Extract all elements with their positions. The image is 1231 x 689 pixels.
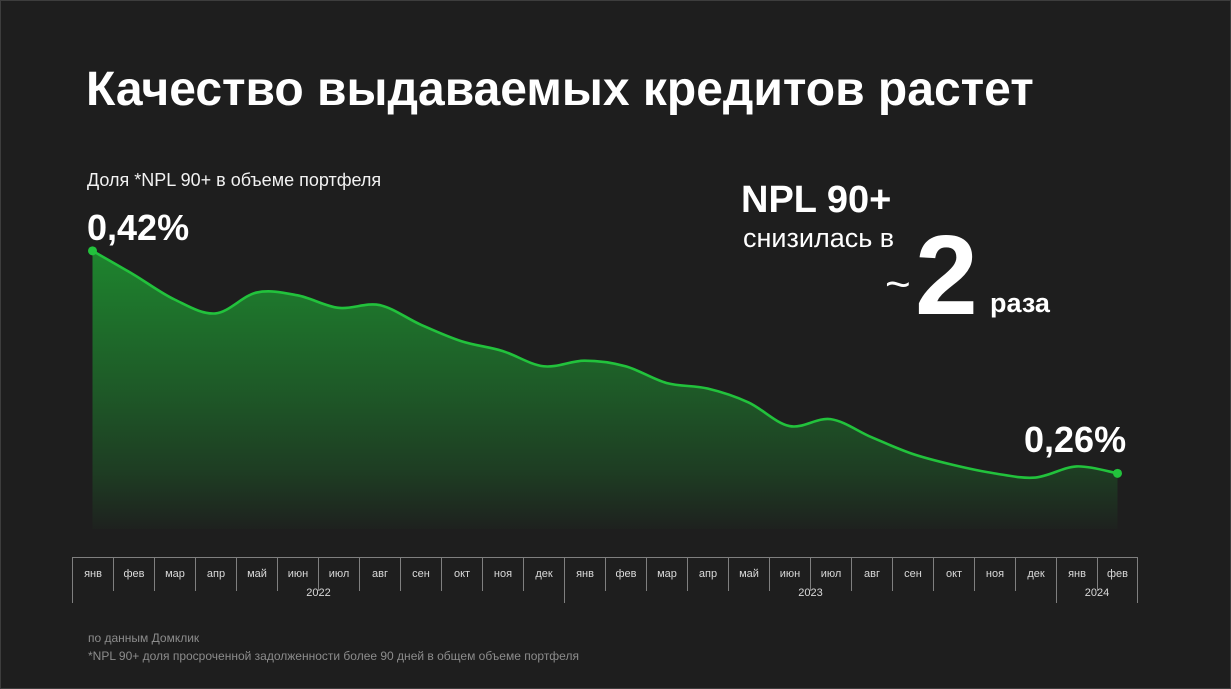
month-label-23: ноя: [974, 558, 1015, 591]
data-point-7: [336, 305, 341, 310]
data-label-start: 0,42%: [87, 207, 190, 248]
data-point-6: [295, 293, 300, 298]
month-label-10: окт: [441, 558, 482, 591]
month-label-22: окт: [933, 558, 974, 591]
data-point-24: [1033, 475, 1038, 480]
data-point-3: [172, 297, 177, 302]
slide-title: Качество выдаваемых кредитов растет: [86, 63, 1034, 116]
data-point-10: [459, 339, 464, 344]
series-line: [91, 249, 1118, 480]
year-label-3: 2024: [1084, 587, 1110, 599]
data-point-16: [705, 386, 710, 391]
year-labels-row: 2022 2023 2024: [72, 558, 1138, 603]
year-group-2: 2023: [564, 558, 1056, 603]
series-area-fill: [92, 250, 1118, 529]
month-label-6: июн: [277, 558, 318, 591]
data-point-12: [541, 364, 546, 369]
year-group-3: 2024: [1056, 558, 1138, 603]
month-label-15: мар: [646, 558, 687, 591]
data-point-22: [951, 463, 956, 468]
data-point-18: [787, 424, 792, 429]
callout-text: снизилась в: [743, 223, 895, 253]
month-label-21: сен: [892, 558, 933, 591]
data-point-19: [828, 417, 833, 422]
month-label-18: июн: [769, 558, 810, 591]
data-point-13: [582, 358, 587, 363]
reduction-factor: 2: [915, 212, 978, 338]
month-label-24: дек: [1015, 558, 1056, 591]
month-label-8: авг: [359, 558, 400, 591]
month-label-7: июл: [318, 558, 359, 591]
data-point-2: [131, 272, 136, 277]
month-label-16: апр: [687, 558, 728, 591]
data-point-26: [1113, 468, 1122, 478]
callout-metric: NPL 90+: [741, 179, 892, 221]
source-note: по данным Домклик: [88, 631, 200, 645]
month-labels-row: янв фев мар апр май июн июл авг сен окт ноя дек янв ф…: [72, 558, 1138, 591]
month-label-12: дек: [523, 558, 564, 591]
data-label-end: 0,26%: [1024, 419, 1127, 460]
year-group-1: 2022: [72, 558, 564, 603]
data-point-11: [500, 348, 505, 353]
approx-sign: ~: [885, 260, 911, 309]
data-point-14: [623, 364, 628, 369]
data-point-20: [869, 435, 874, 440]
chart-subtitle: Доля *NPL 90+ в объеме портфеля: [87, 170, 382, 190]
year-label-2: 2023: [798, 587, 823, 599]
data-point-17: [746, 400, 751, 405]
data-point-1: [88, 246, 97, 256]
factor-unit: раза: [990, 288, 1050, 318]
data-point-9: [418, 322, 423, 327]
data-point-25: [1074, 464, 1079, 469]
month-label-11: ноя: [482, 558, 523, 591]
month-label-4: апр: [195, 558, 236, 591]
npl-definition-note: *NPL 90+ доля просроченной задолженности…: [88, 649, 579, 663]
month-label-19: июл: [810, 558, 851, 591]
npl-area-chart: [88, 246, 1122, 529]
data-point-4: [213, 311, 218, 316]
data-point-15: [664, 380, 669, 385]
month-label-5: май: [236, 558, 277, 591]
data-point-21: [910, 451, 915, 456]
year-label-1: 2022: [306, 587, 331, 599]
data-point-8: [377, 303, 382, 308]
month-label-17: май: [728, 558, 769, 591]
month-label-20: авг: [851, 558, 892, 591]
data-point-23: [992, 471, 997, 476]
x-axis: янв фев мар апр май июн июл авг сен окт ноя дек янв ф…: [72, 557, 1138, 604]
month-label-14: фев: [605, 558, 646, 591]
data-point-5: [254, 290, 259, 295]
month-label-2: фев: [113, 558, 154, 591]
month-label-9: сен: [400, 558, 441, 591]
month-label-3: мар: [154, 558, 195, 591]
